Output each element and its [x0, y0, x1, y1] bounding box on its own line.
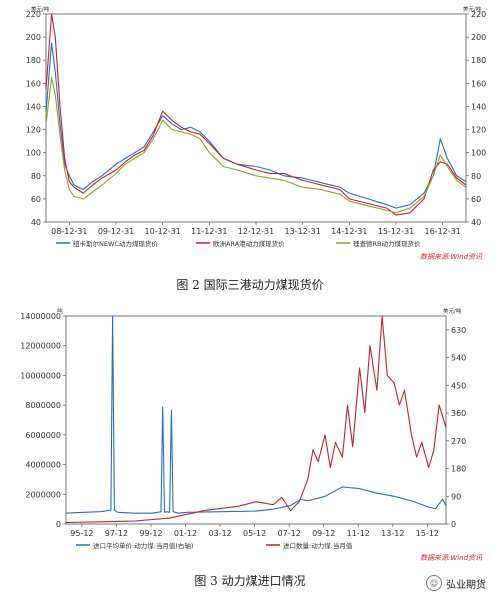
legend-label: 欧洲ARA港动力煤现货价 — [213, 239, 285, 248]
right-tick-label: 60 — [471, 195, 481, 204]
left-axis-unit: 吨 — [57, 307, 63, 315]
figure-caption-1: 图 2 国际三港动力煤现货价 — [176, 278, 324, 292]
legend-label: 理查德RB动力煤现货价 — [353, 239, 421, 248]
left-tick-label: 100 — [26, 149, 41, 158]
x-tick-label: 05-12 — [243, 529, 266, 538]
left-tick-label: 14000000 — [20, 312, 61, 321]
right-tick-label: 90 — [451, 492, 461, 501]
right-tick-label: 180 — [471, 56, 486, 65]
legend-label: 进口平均单价:动力煤:当月值(右轴) — [93, 541, 193, 550]
series-line-2 — [45, 13, 467, 216]
right-tick-label: 360 — [451, 409, 466, 418]
x-tick-label: 97-12 — [105, 529, 128, 538]
left-tick-label: 180 — [26, 56, 41, 65]
right-tick-label: 80 — [471, 172, 481, 181]
x-tick-label: 11-12 — [347, 529, 370, 538]
x-tick-label: 95-12 — [70, 529, 93, 538]
x-tick-label: 09-12 — [312, 529, 335, 538]
right-axis-unit: 美元/吨 — [463, 5, 482, 13]
x-tick-label: 09-12-31 — [98, 227, 134, 236]
left-tick-label: 4000000 — [25, 461, 61, 470]
right-tick-label: 450 — [451, 381, 466, 390]
series-line-1 — [45, 42, 467, 209]
right-tick-label: 180 — [451, 465, 466, 474]
left-tick-label: 8000000 — [25, 401, 61, 410]
legend-label: 进口数量:动力煤:当月值 — [283, 541, 353, 550]
source-note-2: 数据来源:Wind资讯 — [420, 554, 483, 562]
figure-caption-2: 图 3 动力煤进口情况 — [194, 574, 306, 588]
x-tick-label: 13-12-31 — [285, 227, 321, 236]
right-tick-label: 540 — [451, 354, 466, 363]
right-tick-label: 160 — [471, 79, 486, 88]
chart-spot-price-svg: 美元/吨 美元/吨 40 60 80 100 120 140 160 180 200 220 40 60 8… — [26, 5, 487, 248]
x-tick-label: 08-12-31 — [51, 227, 87, 236]
x-tick-label: 14-12-31 — [331, 227, 367, 236]
plot-frame — [45, 13, 467, 223]
right-tick-label: 270 — [451, 437, 466, 446]
x-tick-label: 07-12 — [278, 529, 301, 538]
left-tick-label: 220 — [26, 10, 41, 19]
left-tick-label: 140 — [26, 102, 41, 111]
right-tick-label: 120 — [471, 126, 486, 135]
x-tick-label: 15-12-31 — [378, 227, 414, 236]
left-tick-label: 12000000 — [20, 342, 61, 351]
legend-label: 纽卡斯尔NEWC动力煤现货价 — [73, 239, 158, 248]
left-tick-label: 2000000 — [25, 490, 61, 499]
right-tick-label: 140 — [471, 102, 486, 111]
x-tick-label: 12-12-31 — [238, 227, 274, 236]
series-line-2 — [65, 315, 447, 524]
left-tick-label: 120 — [26, 126, 41, 135]
x-tick-label: 01-12 — [174, 529, 197, 538]
series-line-1 — [65, 315, 447, 514]
watermark-text: 弘业期货 — [446, 579, 486, 591]
left-tick-label: 80 — [31, 172, 41, 181]
left-tick-label: 160 — [26, 79, 41, 88]
x-tick-label: 13-12 — [381, 529, 404, 538]
left-tick-label: 0 — [56, 520, 61, 529]
series-line-3 — [45, 77, 467, 214]
left-tick-label: 40 — [31, 218, 41, 227]
x-tick-label: 16-12-31 — [425, 227, 461, 236]
x-tick-label: 15-12 — [416, 529, 439, 538]
figure-import: 吨 美元/吨 0 2000000 4000000 6000000 8000000 100000… — [0, 300, 500, 599]
source-note-1: 数据来源:Wind资讯 — [420, 253, 483, 261]
right-tick-label: 100 — [471, 149, 486, 158]
left-axis-unit: 美元/吨 — [31, 5, 50, 13]
left-tick-label: 10000000 — [20, 371, 61, 380]
plot-frame — [65, 315, 447, 525]
right-tick-label: 200 — [471, 33, 486, 42]
right-tick-label: 40 — [471, 218, 481, 227]
right-tick-label: 220 — [471, 10, 486, 19]
wechat-icon: ☺ — [426, 575, 442, 591]
left-tick-label: 60 — [31, 195, 41, 204]
x-tick-label: 99-12 — [139, 529, 162, 538]
x-tick-label: 03-12 — [208, 529, 231, 538]
left-tick-label: 200 — [26, 33, 41, 42]
x-tick-label: 11-12-31 — [191, 227, 227, 236]
x-tick-label: 10-12-31 — [145, 227, 181, 236]
wechat-watermark: ☺ 弘业期货 — [426, 575, 486, 591]
right-tick-label: 630 — [451, 326, 466, 335]
left-tick-label: 6000000 — [25, 431, 61, 440]
chart-import-svg: 吨 美元/吨 0 2000000 4000000 6000000 8000000 100000… — [20, 307, 466, 550]
right-axis-unit: 美元/吨 — [443, 307, 462, 315]
figure-spot-price: 美元/吨 美元/吨 40 60 80 100 120 140 160 180 200 220 40 60 8… — [26, 5, 487, 292]
right-tick-label: 0 — [451, 520, 456, 529]
